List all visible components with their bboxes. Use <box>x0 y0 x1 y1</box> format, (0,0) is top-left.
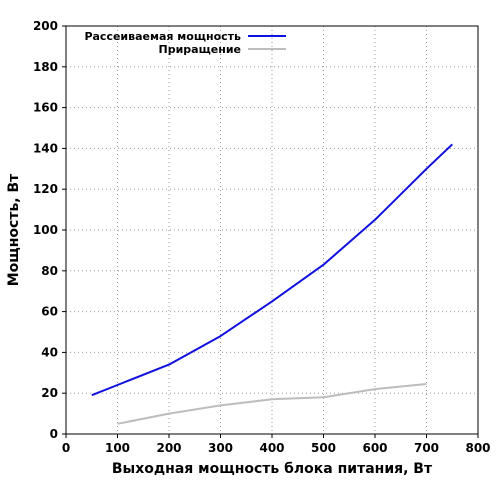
grid <box>66 26 478 434</box>
y-tick-label: 100 <box>33 223 58 237</box>
x-tick-label: 400 <box>259 441 284 455</box>
y-tick-label: 200 <box>33 19 58 33</box>
x-tick-label: 800 <box>465 441 490 455</box>
x-axis-title: Выходная мощность блока питания, Вт <box>112 461 433 477</box>
x-tick-label: 200 <box>156 441 181 455</box>
x-tick-label: 500 <box>311 441 336 455</box>
y-tick-label: 40 <box>41 345 58 359</box>
x-tick-label: 600 <box>362 441 387 455</box>
y-tick-label: 120 <box>33 182 58 196</box>
legend: Рассеиваемая мощность Приращение <box>84 30 286 56</box>
legend-label-dissipated-power: Рассеиваемая мощность <box>84 30 241 43</box>
y-tick-label: 180 <box>33 60 58 74</box>
y-tick-label: 160 <box>33 101 58 115</box>
legend-label-increment: Приращение <box>159 43 241 56</box>
x-tick-label: 100 <box>105 441 130 455</box>
y-tick-label: 140 <box>33 141 58 155</box>
series-lines <box>91 143 453 425</box>
y-tick-label: 0 <box>50 427 58 441</box>
y-tick-label: 60 <box>41 305 58 319</box>
y-tick-label: 20 <box>41 386 58 400</box>
axis-ticks: 0 100 200 300 400 500 600 700 800 0 20 40 60 80 100 120… <box>33 19 491 455</box>
series-line-increment <box>117 383 427 425</box>
y-axis-title: Мощность, Вт <box>6 173 22 286</box>
x-tick-label: 0 <box>62 441 70 455</box>
y-tick-label: 80 <box>41 264 58 278</box>
series-line-dissipated-power <box>91 143 453 397</box>
x-tick-label: 300 <box>208 441 233 455</box>
x-tick-label: 700 <box>414 441 439 455</box>
